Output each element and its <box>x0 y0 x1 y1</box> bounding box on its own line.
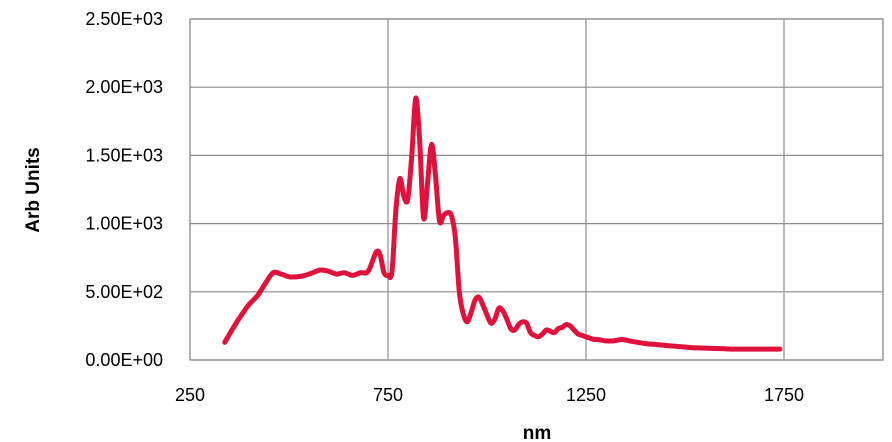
y-axis-title: Arb Units <box>23 147 44 233</box>
gridlines <box>189 18 884 361</box>
x-axis-title: nm <box>523 423 552 442</box>
y-tick-label: 2.00E+03 <box>85 77 163 97</box>
y-tick-label: 0.00E+00 <box>85 350 163 370</box>
x-tick-label: 1250 <box>566 385 606 405</box>
y-tick-label: 2.50E+03 <box>85 9 163 29</box>
y-tick-label: 5.00E+02 <box>85 282 163 302</box>
x-tick-label: 250 <box>175 385 205 405</box>
series-line <box>222 95 783 352</box>
x-axis-tick-labels: 250 750 1250 1750 <box>175 385 804 405</box>
plot-area <box>189 18 884 361</box>
x-tick-label: 750 <box>373 385 403 405</box>
y-tick-label: 1.50E+03 <box>85 145 163 165</box>
series-group <box>222 95 783 352</box>
y-axis-tick-labels: 0.00E+00 5.00E+02 1.00E+03 1.50E+03 2.00E+03… <box>85 9 163 370</box>
x-tick-label: 1750 <box>764 385 804 405</box>
y-tick-label: 1.00E+03 <box>85 214 163 234</box>
